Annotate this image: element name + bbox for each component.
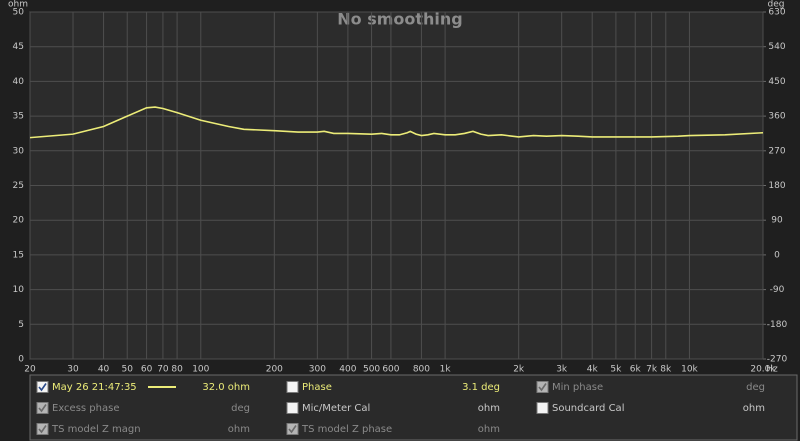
y2-tick-label: 270: [768, 146, 785, 156]
y2-axis-label: deg: [768, 0, 785, 10]
x-axis-label: Hz: [766, 365, 778, 375]
legend-label: TS model Z phase: [301, 424, 392, 435]
legend-label: Phase: [302, 382, 332, 393]
legend-readout: ohm: [743, 403, 765, 414]
y-tick-label: 20: [13, 216, 25, 226]
legend-label: Mic/Meter Cal: [302, 403, 370, 414]
x-tick-label: 30: [67, 365, 79, 375]
checkbox: [36, 423, 49, 435]
x-tick-label: 6k: [630, 365, 642, 375]
legend-readout: 3.1 deg: [462, 382, 500, 393]
legend-readout: 32.0 ohm: [202, 382, 250, 393]
y-tick-label: 45: [13, 42, 24, 52]
checkbox[interactable]: [286, 402, 299, 414]
x-tick-label: 2k: [513, 365, 525, 375]
legend-readout: ohm: [228, 424, 250, 435]
y2-tick-label: 90: [771, 216, 783, 226]
legend-label: Min phase: [552, 382, 603, 393]
x-tick-label: 70: [157, 365, 169, 375]
legend-label: Soundcard Cal: [552, 403, 624, 414]
check-mark: [38, 404, 47, 413]
x-tick-label: 7k: [646, 365, 658, 375]
checkbox[interactable]: [36, 381, 49, 393]
y-tick-label: 30: [13, 146, 25, 156]
y-tick-label: 25: [13, 181, 24, 191]
x-tick-label: 8k: [660, 365, 672, 375]
x-tick-label: 40: [98, 365, 110, 375]
legend-readout: deg: [231, 403, 250, 414]
legend-label: May 26 21:47:35: [52, 382, 137, 393]
y-tick-label: 5: [18, 320, 24, 330]
y-tick-label: 35: [13, 112, 24, 122]
x-tick-label: 800: [413, 365, 430, 375]
y2-tick-label: 180: [768, 181, 785, 191]
y2-tick-label: -180: [767, 320, 788, 330]
x-tick-label: 80: [171, 365, 183, 375]
y2-tick-label: 360: [768, 112, 785, 122]
checkbox[interactable]: [286, 381, 299, 393]
check-mark: [38, 425, 47, 434]
y-tick-label: 0: [18, 355, 24, 365]
x-tick-label: 60: [141, 365, 153, 375]
checkbox: [286, 423, 299, 435]
y2-tick-label: -270: [767, 355, 788, 365]
y-tick-label: 15: [13, 250, 24, 260]
x-tick-label: 3k: [556, 365, 568, 375]
y2-tick-label: 630: [768, 8, 785, 18]
y-tick-label: 10: [13, 285, 25, 295]
x-tick-label: 10k: [681, 365, 698, 375]
x-tick-label: 1k: [440, 365, 452, 375]
y-tick-label: 50: [13, 8, 25, 18]
x-tick-label: 20: [24, 365, 36, 375]
x-tick-label: 600: [382, 365, 399, 375]
x-tick-label: 5k: [610, 365, 622, 375]
legend-label: Excess phase: [52, 403, 120, 414]
check-mark: [38, 383, 47, 392]
check-mark: [538, 383, 547, 392]
x-tick-label: 50: [122, 365, 134, 375]
checkbox: [536, 381, 549, 393]
y2-tick-label: 0: [774, 250, 780, 260]
chart-title: No smoothing: [337, 10, 463, 29]
legend-label: TS model Z magn: [51, 424, 141, 435]
x-tick-label: 400: [339, 365, 356, 375]
y-tick-label: 40: [13, 77, 25, 87]
series-line: [29, 106, 764, 139]
legend-panel: [29, 374, 798, 441]
legend-readout: ohm: [478, 403, 500, 414]
x-tick-label: 200: [266, 365, 283, 375]
y2-tick-label: -90: [770, 285, 785, 295]
x-tick-label: 100: [192, 365, 209, 375]
legend-readout: deg: [746, 382, 765, 393]
x-tick-label: 300: [309, 365, 326, 375]
y2-tick-label: 450: [768, 77, 785, 87]
y-axis-label: ohm: [8, 0, 28, 10]
checkbox: [36, 402, 49, 414]
checkbox[interactable]: [536, 402, 549, 414]
x-tick-label: 20.0k: [750, 365, 776, 375]
legend-readout: ohm: [478, 424, 500, 435]
y2-tick-label: 540: [768, 42, 785, 52]
x-tick-label: 500: [363, 365, 380, 375]
check-mark: [288, 425, 297, 434]
x-tick-label: 4k: [587, 365, 599, 375]
